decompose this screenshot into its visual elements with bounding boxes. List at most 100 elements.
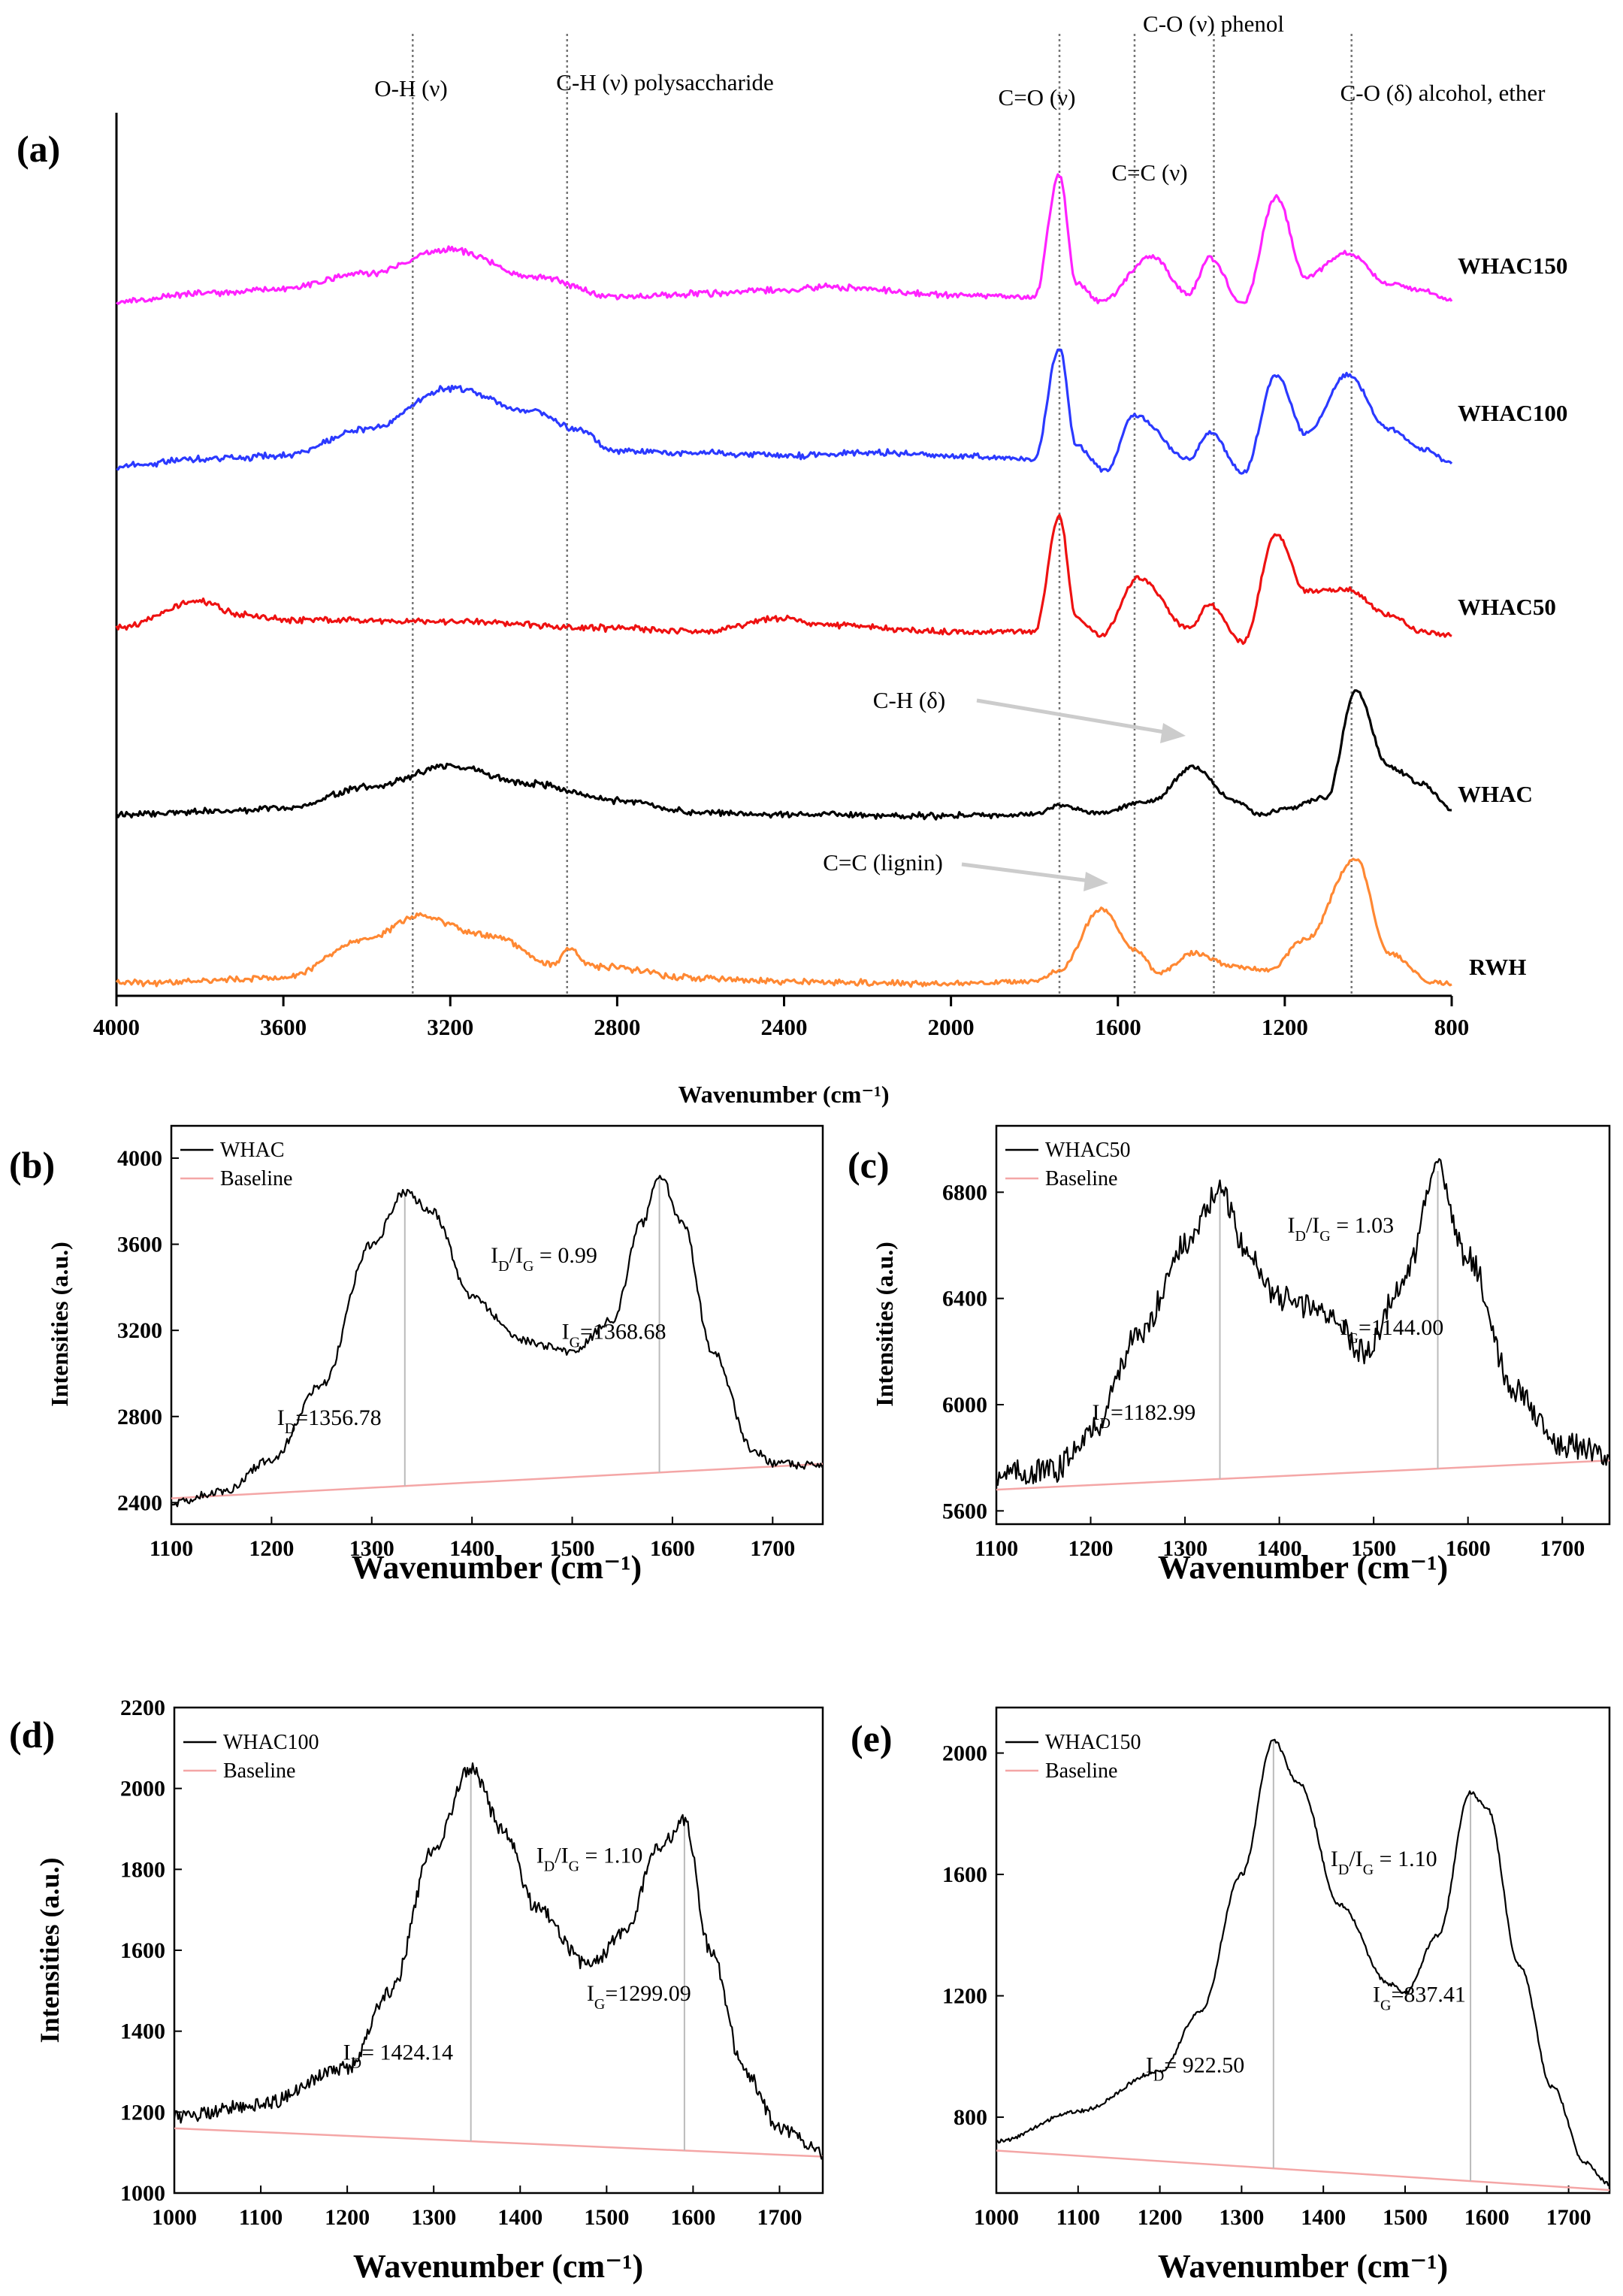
series-line-whac <box>115 689 1452 821</box>
panel-b: (b) 1100 1200 1300 1400 1500 1600 1700 2400 2800… <box>9 1124 824 1586</box>
panel-b-y-axis-title: Intensities (a.u.) <box>46 1242 73 1407</box>
arrow-cc-lignin <box>961 862 1090 883</box>
x-tick-label-1600: 1600 <box>670 2205 715 2230</box>
legend-label-whac: WHAC <box>220 1139 285 1162</box>
arrowhead-ch-bend <box>1160 723 1186 743</box>
x-tick-label-1300: 1300 <box>1162 1536 1207 1561</box>
x-tick-label-3600: 3600 <box>260 1014 307 1040</box>
panel-c-plot-area: 1100 1200 1300 1400 1500 1600 1700 5600 6000 6400… <box>942 1157 1610 1561</box>
annotation-cc-lignin: C=C (lignin) <box>823 849 943 876</box>
x-tick-label-1600: 1600 <box>650 1536 695 1561</box>
annotation-cc-stretch: C=C (ν) <box>1111 159 1187 186</box>
legend-label-whac50: WHAC50 <box>1045 1139 1131 1162</box>
x-tick-label-1500: 1500 <box>1351 1536 1396 1561</box>
panel-b-legend: WHAC Baseline <box>180 1139 292 1190</box>
series-label-whac100: WHAC100 <box>1458 400 1567 426</box>
panel-c-legend: WHAC50 Baseline <box>1005 1139 1131 1190</box>
panel-c-x-axis-title: Wavenumber (cm⁻¹) <box>1158 1549 1448 1586</box>
panel-e-x-axis-title: Wavenumber (cm⁻¹) <box>1158 2248 1448 2285</box>
annotation-co-stretch: C=O (ν) <box>999 84 1076 110</box>
panel-a: (a) 4000 3600 3200 2800 2400 2000 1600 1200 800 … <box>17 11 1567 1108</box>
panel-d-plot-area: 1000 1100 1200 1300 1400 1500 1600 1700 1000 1200… <box>120 1696 824 2230</box>
x-tick-label-1200: 1200 <box>1262 1014 1308 1040</box>
panel-c: (c) 1100 1200 1300 1400 1500 1600 1700 5600 6000… <box>848 1124 1611 1586</box>
y-tick-label-4000: 4000 <box>117 1146 162 1171</box>
x-tick-label-1600: 1600 <box>1095 1014 1141 1040</box>
panel-a-x-ticks: 4000 3600 3200 2800 2400 2000 1600 1200 800 <box>93 996 1469 1040</box>
y-tick-label-1200: 1200 <box>942 1984 987 2009</box>
id-ig-ratio: ID/IG = 1.03 <box>1288 1213 1395 1245</box>
panel-d-letter: (d) <box>9 1714 55 1756</box>
annotation-oh-stretch: O-H (ν) <box>374 75 448 101</box>
y-tick-label-6400: 6400 <box>942 1287 987 1311</box>
panel-a-series-group <box>115 173 1453 988</box>
panel-d: (d) 1000 1100 1200 1300 1400 1500 1600 17001000… <box>9 1696 824 2285</box>
x-tick-label-1400: 1400 <box>1257 1536 1302 1561</box>
spectrum-line-whac100 <box>173 1762 824 2160</box>
x-tick-label-1100: 1100 <box>239 2205 283 2230</box>
y-tick-label-2000: 2000 <box>120 1777 165 1801</box>
panel-b-frame <box>170 1124 824 1526</box>
peak-d-label: ID= 922.50 <box>1146 2053 1244 2085</box>
panel-c-frame <box>995 1124 1611 1526</box>
x-tick-label-2400: 2400 <box>761 1014 808 1040</box>
y-tick-label-2200: 2200 <box>120 1696 165 1720</box>
series-line-rwh <box>115 858 1452 988</box>
panel-b-plot-area: 1100 1200 1300 1400 1500 1600 1700 2400 2800 3200… <box>117 1146 824 1561</box>
annotation-ch-bend: C-H (δ) <box>873 687 945 713</box>
x-tick-label-1500: 1500 <box>550 1536 595 1561</box>
peak-g-label: IG=1368.68 <box>562 1320 666 1351</box>
panel-d-x-axis-title: Wavenumber (cm⁻¹) <box>353 2248 643 2285</box>
panel-b-x-axis-title: Wavenumber (cm⁻¹) <box>352 1549 642 1586</box>
x-tick-label-800: 800 <box>1434 1014 1470 1040</box>
baseline-line <box>996 2149 1610 2192</box>
y-tick-label-3200: 3200 <box>117 1318 162 1343</box>
x-tick-label-1700: 1700 <box>757 2205 802 2230</box>
baseline-line <box>171 1463 824 1499</box>
panel-e-letter: (e) <box>851 1717 893 1759</box>
y-tick-label-2800: 2800 <box>117 1405 162 1429</box>
x-tick-label-1700: 1700 <box>1540 1536 1585 1561</box>
panel-e-frame <box>995 1706 1611 2195</box>
x-tick-label-1400: 1400 <box>497 2205 543 2230</box>
panel-a-reference-lines <box>412 34 1352 996</box>
x-tick-label-1100: 1100 <box>1056 2205 1100 2230</box>
series-label-whac: WHAC <box>1458 781 1533 807</box>
panel-e-plot-area: 1000 1100 1200 1300 1400 1500 1600 1700 800 1200 1… <box>942 1738 1610 2230</box>
x-tick-label-1000: 1000 <box>974 2205 1019 2230</box>
series-label-rwh: RWH <box>1469 954 1526 980</box>
id-ig-ratio: ID/IG = 1.10 <box>536 1843 643 1874</box>
x-tick-label-3200: 3200 <box>427 1014 473 1040</box>
arrow-ch-bend <box>976 698 1169 735</box>
x-tick-label-1500: 1500 <box>1383 2205 1428 2230</box>
legend-label-whac150: WHAC150 <box>1045 1731 1141 1754</box>
spectrum-line-whac150 <box>996 1738 1610 2186</box>
panel-a-annotation-arrows <box>961 698 1186 891</box>
x-tick-label-1600: 1600 <box>1446 1536 1491 1561</box>
x-tick-label-1300: 1300 <box>1219 2205 1264 2230</box>
y-tick-label-2000: 2000 <box>942 1741 987 1766</box>
x-tick-label-1200: 1200 <box>249 1536 294 1561</box>
x-tick-label-1700: 1700 <box>750 1536 795 1561</box>
series-label-whac150: WHAC150 <box>1458 253 1567 279</box>
y-tick-label-1800: 1800 <box>120 1857 165 1882</box>
x-tick-label-2000: 2000 <box>928 1014 975 1040</box>
x-tick-label-1600: 1600 <box>1464 2205 1510 2230</box>
panel-e: (e) 1000 1100 1200 1300 1400 1500 1600 17008001… <box>851 1706 1611 2285</box>
y-tick-label-2400: 2400 <box>117 1490 162 1515</box>
peak-g-label: IG=837.41 <box>1373 1983 1466 2014</box>
x-tick-label-1200: 1200 <box>1138 2205 1183 2230</box>
peak-d-label: ID=1182.99 <box>1093 1400 1196 1432</box>
peak-d-label: ID=1356.78 <box>277 1405 382 1437</box>
y-tick-label-1600: 1600 <box>120 1938 165 1963</box>
spectrum-line-whac <box>171 1175 824 1508</box>
y-tick-label-800: 800 <box>954 2105 987 2130</box>
panel-d-legend: WHAC100 Baseline <box>183 1731 319 1783</box>
y-tick-label-3600: 3600 <box>117 1233 162 1257</box>
x-tick-label-1100: 1100 <box>150 1536 193 1561</box>
x-tick-label-2800: 2800 <box>594 1014 640 1040</box>
panel-e-legend: WHAC150 Baseline <box>1005 1731 1141 1783</box>
y-tick-label-1400: 1400 <box>120 2019 165 2044</box>
panel-a-x-axis-title: Wavenumber (cm⁻¹) <box>679 1081 890 1108</box>
